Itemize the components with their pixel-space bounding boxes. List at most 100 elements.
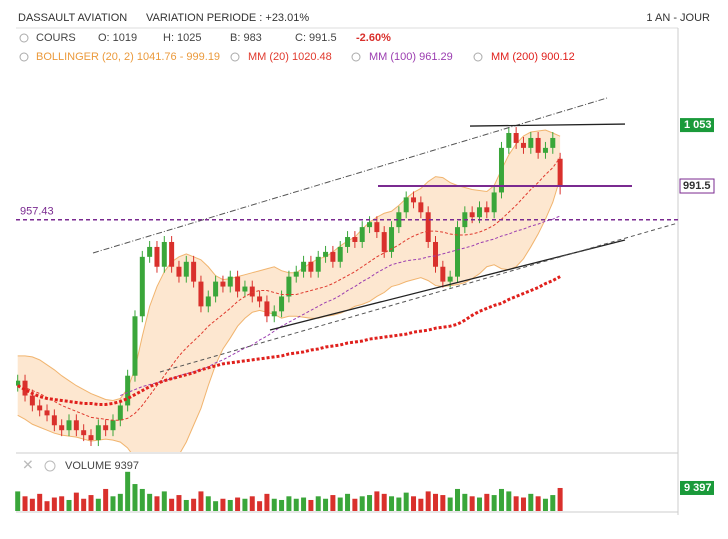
volume-bar	[476, 497, 482, 511]
candle-body	[418, 202, 424, 213]
candle-body	[484, 207, 490, 213]
volume-bar	[425, 491, 431, 511]
volume-bar	[535, 496, 541, 511]
volume-label: VOLUME 9397	[65, 460, 139, 472]
volume-bar	[88, 495, 94, 511]
candle-body	[147, 246, 153, 257]
candle-body	[542, 147, 548, 153]
volume-bar	[257, 501, 263, 511]
ma200-line	[16, 275, 561, 406]
volume-bar	[95, 498, 101, 511]
volume-bar	[271, 498, 277, 511]
volume-bar	[506, 491, 512, 511]
candle-body	[491, 192, 497, 213]
candle-body	[396, 212, 402, 228]
volume-bar	[176, 495, 182, 511]
gear-icon[interactable]	[230, 52, 240, 62]
volume-bar	[103, 488, 109, 511]
candle-body	[323, 251, 329, 257]
volume-bar	[37, 493, 43, 511]
volume-bar	[22, 496, 28, 511]
gear-icon[interactable]	[19, 33, 29, 43]
candle-body	[191, 261, 197, 282]
candle-body	[169, 241, 175, 267]
candle-body	[315, 256, 321, 272]
candle-body	[381, 232, 387, 252]
volume-bar	[110, 496, 116, 511]
quote: O: 1019	[98, 32, 137, 44]
candle-body	[205, 296, 211, 307]
legend-entry: MM (200) 900.12	[491, 51, 575, 63]
volume-bar	[59, 496, 65, 511]
volume-bar	[213, 501, 219, 511]
period[interactable]: 1 AN - JOUR	[646, 12, 710, 24]
candle-body	[154, 246, 160, 267]
candle-body	[520, 142, 526, 148]
volume-bar	[528, 493, 534, 511]
candle-body	[29, 395, 35, 406]
volume-bar	[227, 499, 233, 511]
candle-body	[411, 197, 417, 203]
candle-body	[455, 227, 460, 277]
candle-body	[117, 405, 123, 421]
volume-bar	[484, 493, 490, 511]
title: DASSAULT AVIATION	[18, 12, 127, 24]
volume-bar	[220, 498, 226, 511]
candle-body	[242, 286, 248, 292]
candle-body	[469, 212, 475, 218]
volume-bar	[205, 496, 211, 511]
candle-body	[286, 276, 292, 297]
candle-body	[389, 227, 395, 252]
candle-body	[264, 301, 270, 317]
gear-icon[interactable]	[44, 460, 56, 472]
volume-bar	[381, 493, 387, 511]
volume-bar	[498, 488, 504, 511]
candle-body	[513, 133, 519, 143]
candle-body	[110, 420, 116, 431]
volume-bar	[169, 498, 175, 511]
gear-icon[interactable]	[351, 52, 361, 62]
volume-bar	[308, 499, 314, 511]
volume-bar	[403, 492, 409, 511]
volume-bar	[132, 484, 138, 511]
candle-body	[330, 251, 336, 262]
volume-bar	[542, 498, 548, 511]
candle-body	[506, 133, 512, 148]
trend-channel-top[interactable]	[92, 97, 608, 254]
legend-entry: MM (20) 1020.48	[248, 51, 332, 63]
candle-body	[359, 227, 365, 242]
gear-icon[interactable]	[473, 52, 483, 62]
candle-body	[88, 435, 94, 441]
candle-body	[37, 405, 43, 411]
resistance-line[interactable]	[469, 123, 626, 127]
volume-bar	[154, 496, 160, 511]
subtitle: VARIATION PERIODE : +23.01%	[146, 12, 309, 24]
candle-body	[498, 147, 504, 193]
candle-body	[235, 276, 241, 292]
candle-body	[125, 375, 131, 406]
volume-bar	[359, 496, 365, 511]
last-price-label: 991.5	[683, 180, 711, 192]
close-icon[interactable]: ✕	[22, 457, 34, 473]
volume-bar	[161, 491, 167, 511]
volume-bar	[550, 495, 556, 511]
candle-body	[103, 425, 109, 431]
volume-bar	[418, 498, 424, 511]
volume-bar	[44, 501, 50, 511]
volume-bar	[147, 493, 153, 511]
volume-bar	[455, 488, 460, 511]
quote: COURS	[36, 32, 76, 44]
candle-body	[279, 296, 285, 312]
volume-badge-label: 9 397	[684, 482, 712, 494]
volume-bar	[411, 496, 417, 511]
candle-body	[345, 237, 351, 247]
candle-body	[367, 222, 373, 228]
candle-body	[425, 212, 431, 242]
gear-icon[interactable]	[19, 52, 29, 62]
candle-body	[161, 241, 167, 267]
trend-channel-bottom[interactable]	[159, 222, 678, 373]
candle-body	[44, 410, 50, 416]
volume-bar	[264, 493, 270, 511]
support-label: 957.43	[20, 206, 54, 218]
candle-body	[271, 311, 277, 317]
